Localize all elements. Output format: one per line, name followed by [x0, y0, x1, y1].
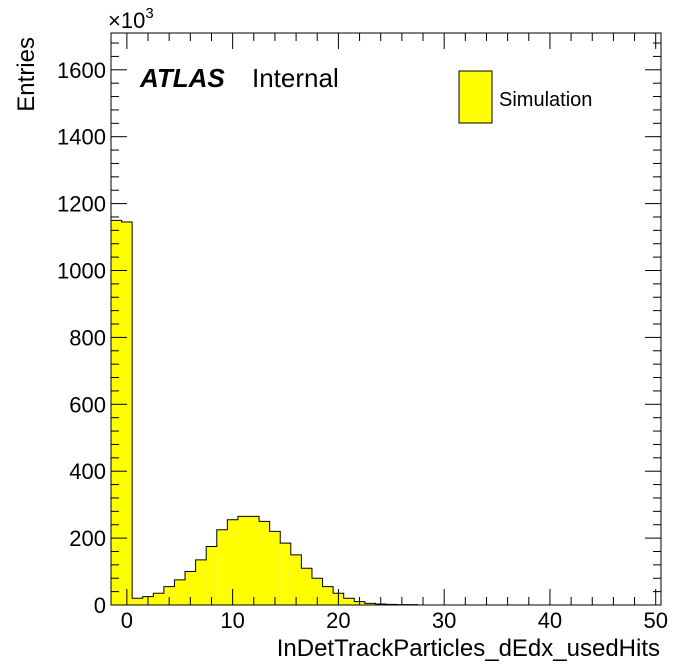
- histogram-bar: [121, 221, 133, 606]
- histogram-bar: [237, 516, 249, 605]
- y-multiplier-exponent: 3: [145, 5, 153, 22]
- legend-label: Simulation: [499, 89, 592, 111]
- x-tick-label: 10: [220, 608, 244, 633]
- histogram-bar: [259, 521, 270, 605]
- y-multiplier-base: ×10: [108, 8, 145, 33]
- histogram-outline: [111, 219, 661, 606]
- x-tick-label: 40: [538, 608, 562, 633]
- y-tick-label: 1200: [57, 192, 106, 217]
- histogram-bar: [227, 519, 238, 605]
- histogram-bar: [280, 543, 291, 605]
- histogram-bar: [132, 598, 143, 605]
- x-tick-label: 30: [432, 608, 456, 633]
- histogram-bar: [301, 568, 312, 605]
- internal-label: Internal: [252, 63, 339, 93]
- histogram-bar: [185, 571, 196, 605]
- x-tick-label: 20: [326, 608, 350, 633]
- y-tick-label: 1000: [57, 258, 106, 283]
- histogram-bar: [311, 578, 323, 605]
- histogram-bar: [174, 579, 186, 605]
- axis-ticks: [111, 33, 661, 606]
- x-tick-label: 50: [643, 608, 667, 633]
- y-tick-label: 200: [69, 526, 106, 551]
- x-tick-label: 0: [121, 608, 133, 633]
- histogram-bar: [195, 559, 207, 605]
- histogram-bar: [163, 586, 175, 605]
- histogram-bar: [111, 220, 122, 605]
- y-tick-label: 0: [94, 593, 106, 618]
- y-tick-label: 800: [69, 325, 106, 350]
- histogram-bar: [248, 516, 260, 605]
- histogram-bar: [364, 603, 376, 605]
- legend-swatch: [458, 70, 493, 124]
- histogram-bar: [206, 546, 217, 605]
- y-axis-title: Entries: [13, 37, 40, 112]
- y-multiplier: ×103: [108, 5, 154, 33]
- histogram-bar: [322, 586, 334, 605]
- y-tick-label: 600: [69, 392, 106, 417]
- plot-frame: [110, 32, 662, 606]
- histogram-bar: [343, 598, 355, 605]
- histogram-bar: [269, 531, 281, 605]
- tick-labels: 0 10 20 30 40 50 0 200 400 600 800 1000 1200 1400 1600: [57, 58, 668, 633]
- histogram-bars: [111, 219, 661, 606]
- y-tick-label: 1400: [57, 125, 106, 150]
- histogram-bar: [290, 554, 302, 605]
- y-tick-label: 1600: [57, 58, 106, 83]
- atlas-label: ATLAS: [139, 63, 225, 93]
- y-tick-label: 400: [69, 459, 106, 484]
- histogram-bar: [153, 593, 164, 605]
- histogram-bar: [216, 529, 228, 605]
- x-axis-title: InDetTrackParticles_dEdx_usedHits: [277, 635, 660, 662]
- legend: Simulation: [458, 70, 592, 124]
